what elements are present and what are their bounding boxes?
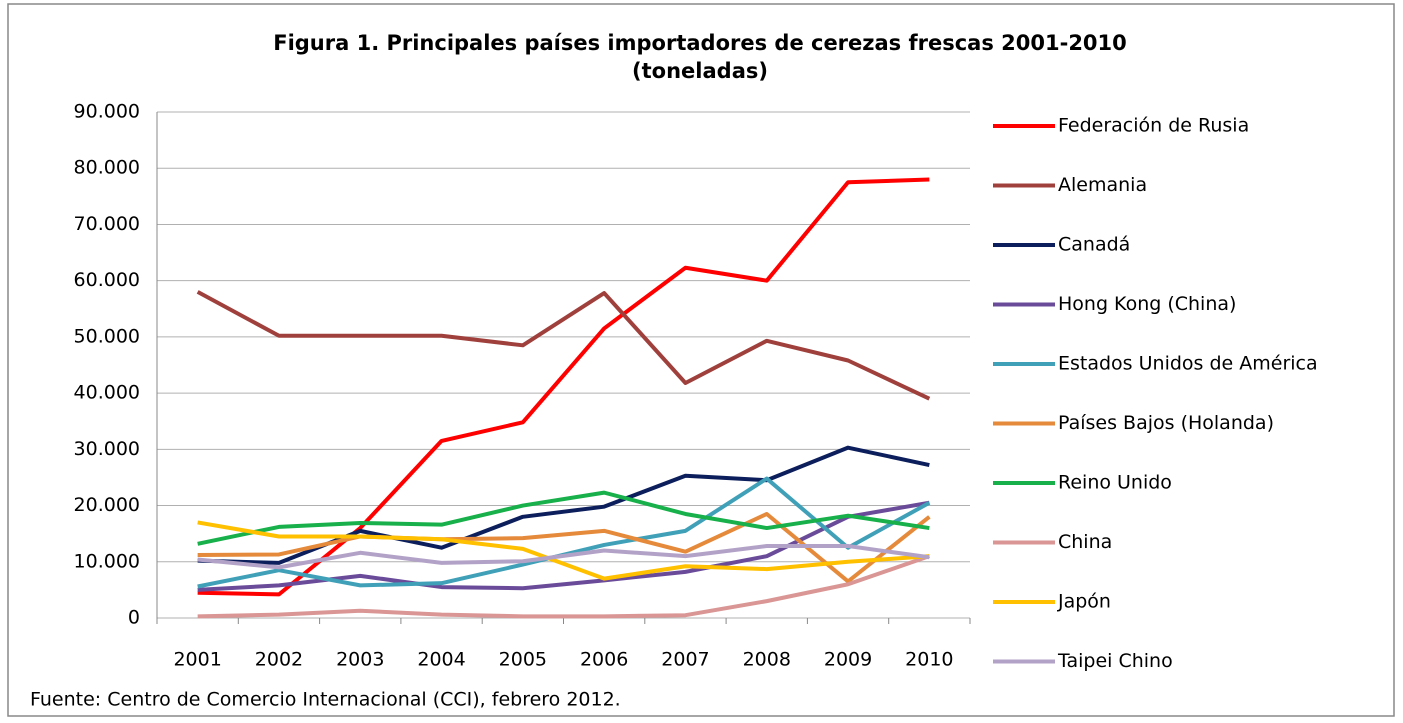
- source-note: Fuente: Centro de Comercio Internacional…: [30, 689, 621, 711]
- legend-label: Japón: [1057, 591, 1111, 613]
- series-line: [197, 544, 930, 570]
- y-tick-label: 0: [128, 607, 140, 629]
- legend-label: Taipei Chino: [1057, 650, 1173, 672]
- legend-label: Países Bajos (Holanda): [1058, 412, 1274, 434]
- legend-label: China: [1058, 531, 1112, 553]
- chart-subtitle: (toneladas): [632, 59, 768, 83]
- x-tick-label: 2010: [905, 649, 953, 671]
- y-tick-label: 70.000: [74, 213, 140, 235]
- y-tick-label: 10.000: [74, 550, 140, 572]
- y-tick-label: 50.000: [74, 325, 140, 347]
- series-line: [197, 490, 930, 546]
- x-tick-label: 2002: [255, 649, 303, 671]
- y-tick-label: 60.000: [74, 269, 140, 291]
- x-tick-label: 2005: [499, 649, 547, 671]
- chart-title: Figura 1. Principales países importadore…: [273, 31, 1127, 55]
- legend-label: Hong Kong (China): [1058, 293, 1236, 315]
- y-tick-label: 80.000: [74, 157, 140, 179]
- x-tick-label: 2001: [173, 649, 221, 671]
- series-line: [197, 554, 931, 619]
- x-tick-label: 2004: [417, 649, 465, 671]
- x-tick-label: 2003: [336, 649, 384, 671]
- legend-label: Alemania: [1058, 174, 1147, 196]
- chart-border: [7, 3, 1395, 717]
- legend-label: Reino Unido: [1058, 472, 1172, 494]
- legend-label: Estados Unidos de América: [1058, 353, 1318, 375]
- legend-label: Federación de Rusia: [1058, 115, 1249, 137]
- series-line: [197, 500, 930, 592]
- y-tick-label: 90.000: [74, 101, 140, 123]
- x-tick-label: 2006: [580, 649, 628, 671]
- series-line: [197, 520, 930, 581]
- legend-label: Canadá: [1058, 234, 1130, 256]
- x-tick-label: 2009: [824, 649, 872, 671]
- x-tick-label: 2008: [743, 649, 791, 671]
- series-line: [196, 290, 931, 401]
- y-tick-label: 20.000: [74, 494, 140, 516]
- y-tick-label: 30.000: [74, 438, 140, 460]
- y-tick-label: 40.000: [74, 382, 140, 404]
- x-tick-label: 2007: [661, 649, 709, 671]
